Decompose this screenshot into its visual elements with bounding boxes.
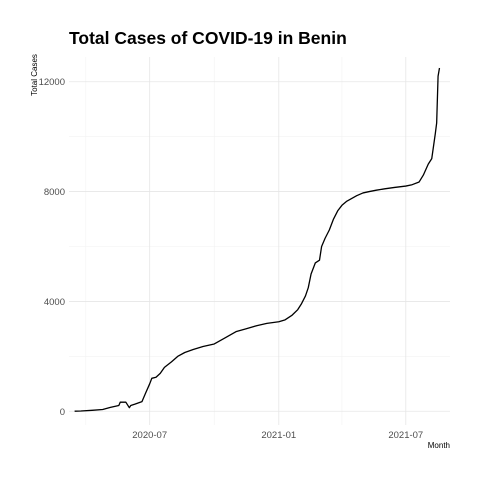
x-axis-label: Month bbox=[428, 441, 450, 450]
y-tick-label: 0 bbox=[60, 407, 65, 418]
series-line-total-cases bbox=[75, 68, 440, 411]
x-tick-label: 2021-07 bbox=[388, 430, 423, 441]
x-tick-label: 2021-01 bbox=[261, 430, 296, 441]
y-tick-label: 12000 bbox=[39, 77, 65, 88]
y-tick-label: 4000 bbox=[44, 297, 65, 308]
y-tick-label: 8000 bbox=[44, 187, 65, 198]
y-axis-ticks: 0 4000 8000 12000 bbox=[39, 77, 65, 418]
x-axis-ticks: 2020-07 2021-01 2021-07 bbox=[132, 430, 423, 441]
grid bbox=[69, 57, 450, 425]
x-tick-label: 2020-07 bbox=[132, 430, 167, 441]
y-axis-label: Total Cases bbox=[30, 54, 39, 96]
chart-title: Total Cases of COVID-19 in Benin bbox=[69, 28, 347, 48]
